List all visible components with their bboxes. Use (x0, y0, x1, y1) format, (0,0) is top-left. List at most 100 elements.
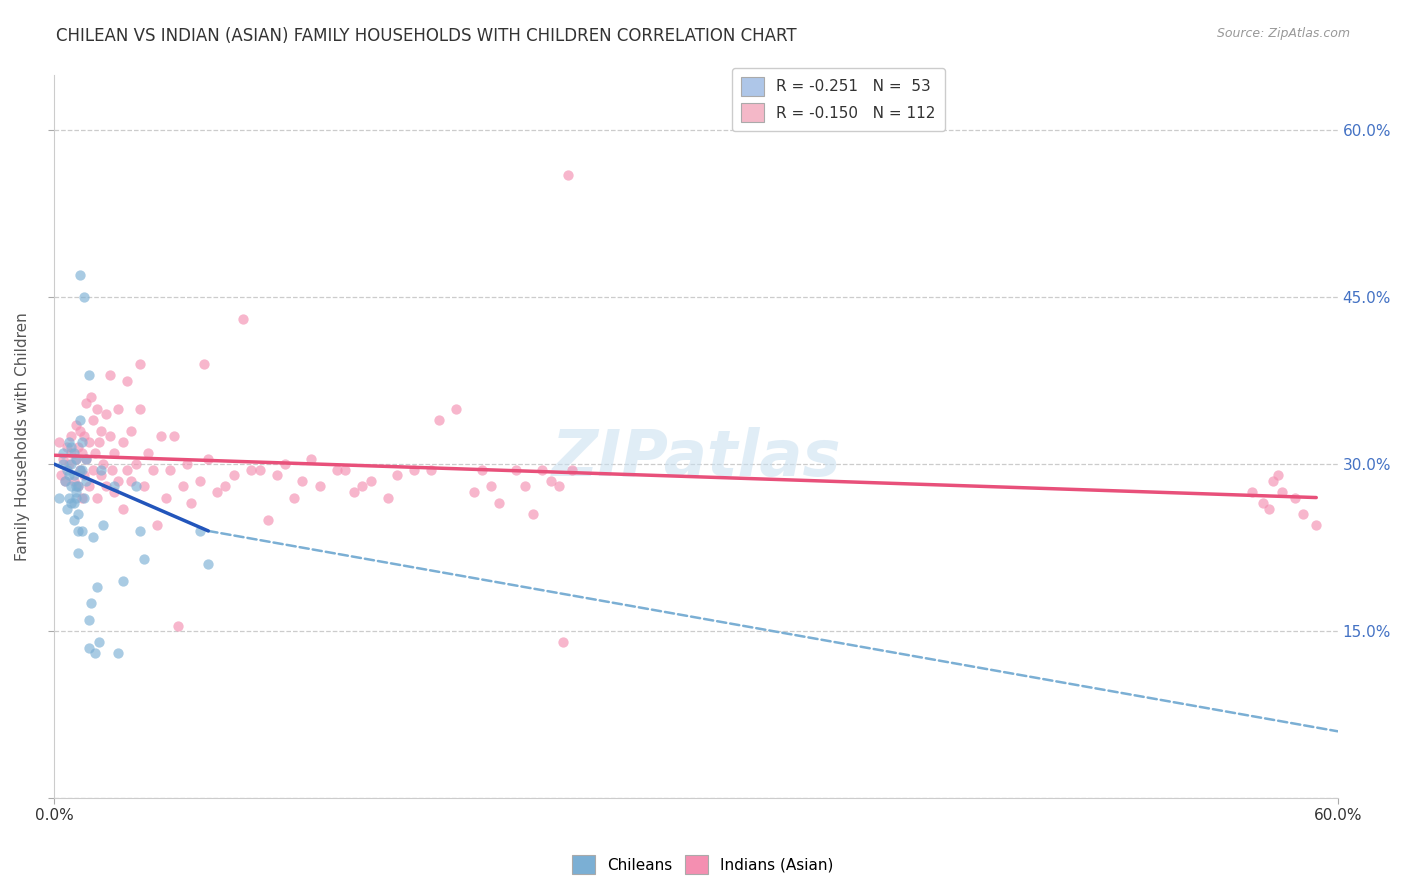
Point (60, 479, 83, 493)
Point (52, 457, 75, 471)
Point (70, 463, 93, 477)
Point (107, 646, 129, 660)
Legend: Chileans, Indians (Asian): Chileans, Indians (Asian) (567, 849, 839, 880)
Point (90, 463, 112, 477)
Point (172, 479, 194, 493)
Point (124, 457, 146, 471)
Point (155, 491, 177, 505)
Point (69, 463, 91, 477)
Point (163, 429, 186, 443)
Point (60, 457, 83, 471)
Point (1284, 491, 1306, 505)
Point (62, 496, 84, 510)
Point (93, 457, 115, 471)
Point (77, 434, 100, 449)
Point (548, 479, 571, 493)
Point (120, 424, 142, 438)
Point (530, 463, 553, 477)
Point (283, 491, 305, 505)
Point (291, 474, 314, 488)
Point (103, 446, 125, 460)
Point (427, 412, 450, 426)
Point (180, 496, 202, 510)
Point (142, 463, 165, 477)
Point (60, 429, 83, 443)
Y-axis label: Family Households with Children: Family Households with Children (15, 312, 30, 561)
Point (84, 446, 107, 460)
Point (90, 424, 112, 438)
Point (77, 368, 100, 383)
Point (79, 596, 101, 610)
Point (159, 463, 181, 477)
Point (70, 491, 93, 505)
Point (94, 479, 117, 493)
Point (58, 457, 80, 471)
Point (66, 524, 89, 538)
Point (56, 441, 79, 455)
Point (205, 485, 228, 500)
Point (115, 463, 138, 477)
Point (48, 491, 70, 505)
Point (90, 468, 112, 483)
Point (176, 457, 198, 471)
Point (197, 558, 219, 572)
Point (274, 457, 297, 471)
Point (98, 429, 121, 443)
Point (77, 640, 100, 655)
Point (107, 401, 129, 416)
Point (93, 518, 115, 533)
Point (419, 463, 441, 477)
Point (58, 491, 80, 505)
Point (86, 491, 108, 505)
Point (62, 513, 84, 527)
Point (188, 474, 211, 488)
Point (352, 479, 374, 493)
Point (53, 474, 76, 488)
Point (266, 468, 288, 483)
Point (48, 434, 70, 449)
Point (65, 491, 87, 505)
Point (56, 463, 79, 477)
Point (62, 474, 84, 488)
Point (1292, 508, 1315, 522)
Point (471, 463, 494, 477)
Point (522, 508, 544, 522)
Point (193, 357, 215, 371)
Point (257, 513, 280, 527)
Point (1258, 501, 1281, 516)
Point (49, 468, 72, 483)
Point (66, 441, 89, 455)
Point (73, 468, 96, 483)
Point (75, 474, 97, 488)
Point (134, 479, 156, 493)
Point (222, 468, 245, 483)
Point (557, 168, 579, 182)
Point (82, 412, 104, 426)
Point (1305, 518, 1327, 533)
Point (69, 463, 91, 477)
Point (1263, 474, 1285, 488)
Point (66, 479, 89, 493)
Legend: R = -0.251   N =  53, R = -0.150   N = 112: R = -0.251 N = 53, R = -0.150 N = 112 (733, 68, 945, 131)
Point (69, 424, 91, 438)
Point (1267, 468, 1289, 483)
Point (73, 290, 96, 304)
Point (128, 401, 150, 416)
Point (249, 463, 271, 477)
Point (98, 368, 121, 383)
Point (58, 434, 80, 449)
Text: Source: ZipAtlas.com: Source: ZipAtlas.com (1216, 27, 1350, 40)
Point (66, 508, 89, 522)
Point (82, 463, 104, 477)
Point (553, 635, 575, 649)
Point (540, 474, 562, 488)
Point (124, 479, 146, 493)
Point (69, 268, 91, 282)
Point (128, 357, 150, 371)
Point (385, 468, 408, 483)
Point (103, 485, 125, 500)
Point (70, 446, 93, 460)
Point (111, 434, 134, 449)
Point (60, 446, 83, 460)
Point (240, 463, 263, 477)
